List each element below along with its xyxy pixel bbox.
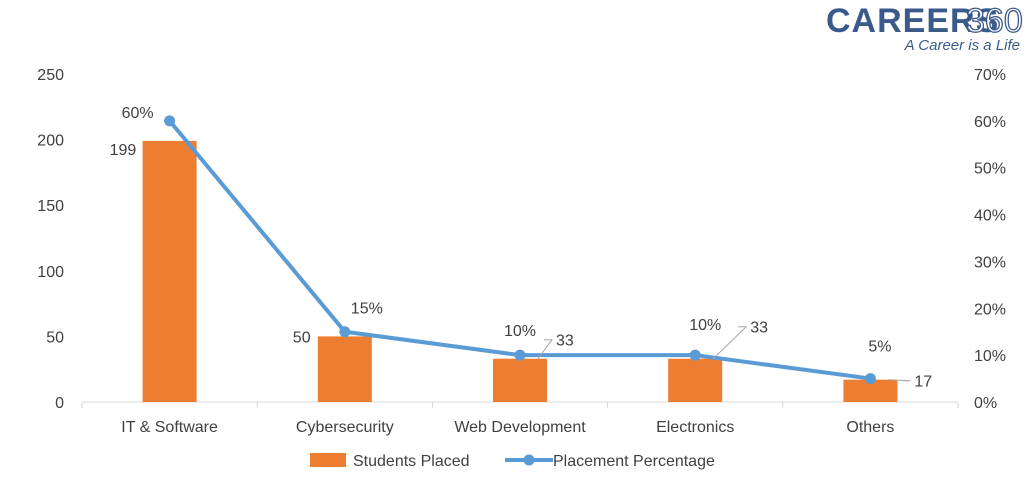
bar-label-leader	[537, 339, 553, 360]
line-data-label: 5%	[868, 339, 891, 356]
right-axis-tick-label: 0%	[974, 395, 997, 412]
line-data-label: 10%	[689, 317, 721, 334]
bar-label-leader	[712, 326, 748, 360]
bar-1	[142, 140, 197, 403]
line-point-1	[164, 115, 176, 127]
bar-3	[493, 358, 547, 402]
line-point-5	[864, 373, 876, 385]
legend-label-students-placed: Students Placed	[353, 453, 470, 470]
right-axis-tick-label: 30%	[974, 254, 1006, 271]
legend-swatch-students-placed	[310, 453, 346, 467]
legend-label-placement-percentage: Placement Percentage	[553, 453, 715, 470]
bar-4	[668, 358, 723, 402]
bar-data-label: 17	[914, 374, 932, 391]
right-axis-tick-label: 20%	[974, 301, 1006, 318]
bar-data-label: 50	[293, 329, 311, 346]
bar-2	[317, 336, 372, 402]
brand-tagline: A Career is a Life	[904, 37, 1020, 54]
x-axis-category-label: Electronics	[656, 419, 734, 436]
line-data-label: 60%	[122, 105, 154, 122]
x-axis-category-label: Others	[846, 419, 894, 436]
left-axis-tick-label: 250	[37, 67, 64, 84]
brand-name: CAREERS	[826, 2, 999, 40]
x-axis-category-label: Cybersecurity	[296, 419, 394, 436]
line-data-label: 10%	[504, 323, 536, 340]
right-axis-tick-label: 10%	[974, 348, 1006, 365]
line-point-4	[689, 349, 701, 361]
bar-data-label: 33	[750, 320, 768, 337]
line-point-3	[514, 349, 526, 361]
right-axis-tick-label: 70%	[974, 67, 1006, 84]
legend-marker-placement-percentage	[523, 454, 535, 466]
line-point-2	[339, 326, 351, 338]
brand-number: 360	[966, 2, 1023, 40]
bar-label-leader	[888, 379, 911, 382]
left-axis-tick-label: 50	[46, 329, 64, 346]
legend: Students Placed Placement Percentage	[310, 453, 715, 470]
x-axis-category-label: IT & Software	[121, 419, 218, 436]
right-axis-tick-label: 60%	[974, 114, 1006, 131]
right-axis-tick-label: 40%	[974, 208, 1006, 225]
bar-5	[843, 379, 898, 402]
left-axis-tick-label: 200	[37, 133, 64, 150]
bar-data-label: 33	[556, 333, 574, 350]
plot-area: 0 50 100 150 200 250 0% 10% 20% 30% 40% 50% 60% 70% IT…	[37, 67, 1006, 436]
right-axis-tick-label: 50%	[974, 161, 1006, 178]
line-data-label: 15%	[351, 301, 383, 318]
brand-logo: CAREERS 360 A Career is a Life	[826, 1, 1023, 54]
left-axis-tick-label: 100	[37, 264, 64, 281]
bar-data-label: 199	[110, 142, 137, 159]
left-axis-tick-label: 0	[55, 395, 64, 412]
left-axis-tick-label: 150	[37, 198, 64, 215]
x-axis-category-label: Web Development	[454, 419, 586, 436]
